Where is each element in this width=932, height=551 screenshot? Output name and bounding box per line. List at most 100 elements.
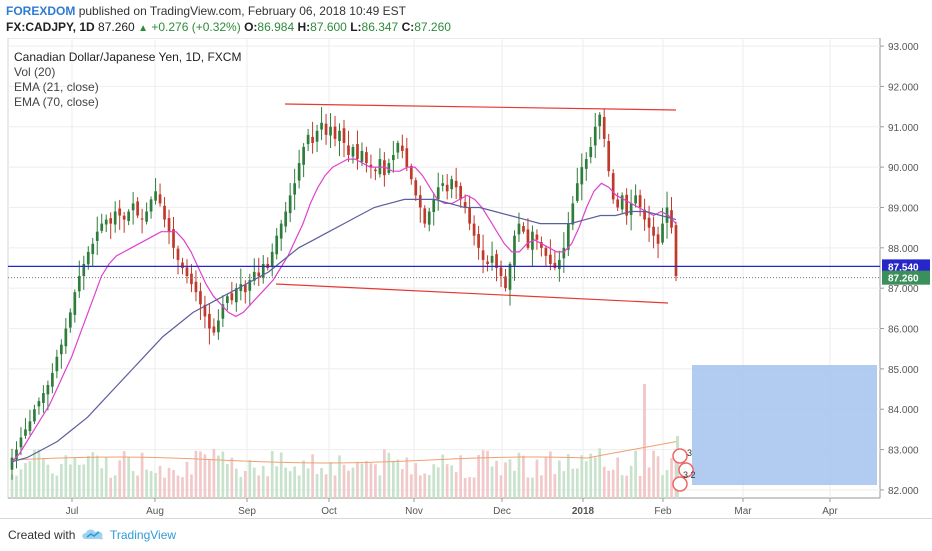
candle-body [288,195,292,214]
y-tick-label: 84.000 [888,405,919,416]
y-tick-label: 92.000 [888,82,919,93]
volume-bar [616,457,620,498]
legend-ema-21[interactable]: EMA (21, close) [14,80,99,94]
candle-body [239,284,243,292]
tradingview-brand-link[interactable]: TradingView [110,528,177,542]
candle-body [602,116,606,139]
drawings[interactable]: 3 3 2 [8,103,880,492]
last-price: 87.260 [98,20,135,34]
volume-bar [37,449,41,498]
volume-bar [463,477,467,498]
y-tick-label: 86.000 [888,325,919,336]
volume-bar [490,466,494,498]
candle-body [284,211,288,227]
volume-bar [127,456,130,498]
volume-bar [634,450,637,498]
price-label: 87.540 [888,262,919,273]
high-value: 87.600 [310,20,347,34]
candle-body [486,261,489,264]
candle-body [504,276,507,289]
volume-bar [472,477,476,498]
volume-bar [82,464,86,498]
volume-bar [549,451,552,498]
volume-bar [118,460,122,498]
time-axis[interactable]: Jul Aug Sep Oct Nov Dec 2018 Feb Mar Apr [66,498,839,517]
legend-main-series[interactable]: Canadian Dollar/Japanese Yen, 1D, FXCM [14,50,242,64]
y-tick-label: 90.000 [888,163,919,174]
y-tick-label: 89.000 [888,203,919,214]
candle-body [477,233,480,248]
candle-body [374,169,377,172]
candle-body [297,163,301,181]
footer-bar: Created with TradingView [0,518,932,551]
candle-body [481,250,485,260]
volume-bar [427,474,431,498]
volume-bar [535,459,539,498]
volume-bar [212,448,216,498]
volume-bar [86,455,90,498]
legend-volume[interactable]: Vol (20) [14,65,56,79]
candle-body [203,304,207,317]
chart-header: FOREXDOM published on TradingView.com, F… [0,0,932,38]
volume-bar [288,471,292,498]
candle-body [387,163,391,173]
volume-bar [566,454,570,498]
volume-bar [55,475,59,498]
candle-body [234,288,238,303]
volume-bar [531,477,534,498]
volume-bar [221,451,225,498]
volume-bar [248,460,252,498]
volume-bar [293,466,296,498]
candle-body [212,326,216,333]
candle-body [46,385,50,395]
price-axis[interactable]: 93.000 92.000 91.000 90.000 89.000 88.000 87.0… [880,42,930,497]
candle-body [302,146,305,165]
event-marker-icon [678,462,694,478]
volume-bar [454,471,458,498]
candle-body [42,393,45,404]
volume-bar [418,475,422,498]
volume-bar [136,475,139,498]
candle-body [365,152,368,164]
legend-ema-70[interactable]: EMA (70, close) [14,95,99,109]
candle-body [459,185,462,200]
symbol-label[interactable]: FX:CADJPY, 1D [6,20,95,34]
volume-bar [499,475,503,498]
event-marker-icon [672,476,688,492]
volume-bar [365,460,368,498]
volume-bar [185,461,189,498]
candle-body [643,209,646,220]
publisher-name[interactable]: FOREXDOM [6,4,76,18]
candle-body [396,142,400,153]
candle-body [517,223,521,235]
indicator-lines [11,158,677,463]
volume-bar [396,459,400,498]
volume-bar [320,467,323,498]
up-arrow-icon: ▲ [138,23,148,34]
candle-body [445,184,449,192]
volume-bar [333,475,337,498]
price-chart[interactable]: 3 3 2 93.000 92.000 91.000 90.000 89.000 88.00… [0,38,932,518]
volume-bar [239,476,243,498]
low-label: L: [350,20,362,34]
volume-bar [486,450,489,498]
candle-body [333,126,337,139]
volume-bar [302,460,305,498]
y-tick-label: 85.000 [888,365,919,376]
volume-bar [234,468,238,498]
x-tick-label: Nov [405,506,423,517]
candle-body [495,254,498,268]
volume-bar [113,475,117,498]
candle-body [571,203,575,225]
candle-body [499,267,503,277]
tradingview-cloud-icon[interactable] [80,526,106,542]
candle-body [540,242,543,248]
volume-bar [252,467,256,498]
candle-body [414,180,418,196]
candle-body [611,173,615,200]
candle-body [584,159,588,169]
candle-body [55,356,59,372]
volume-bar [149,471,153,498]
candle-body [279,223,283,239]
volume-bar [504,462,507,498]
